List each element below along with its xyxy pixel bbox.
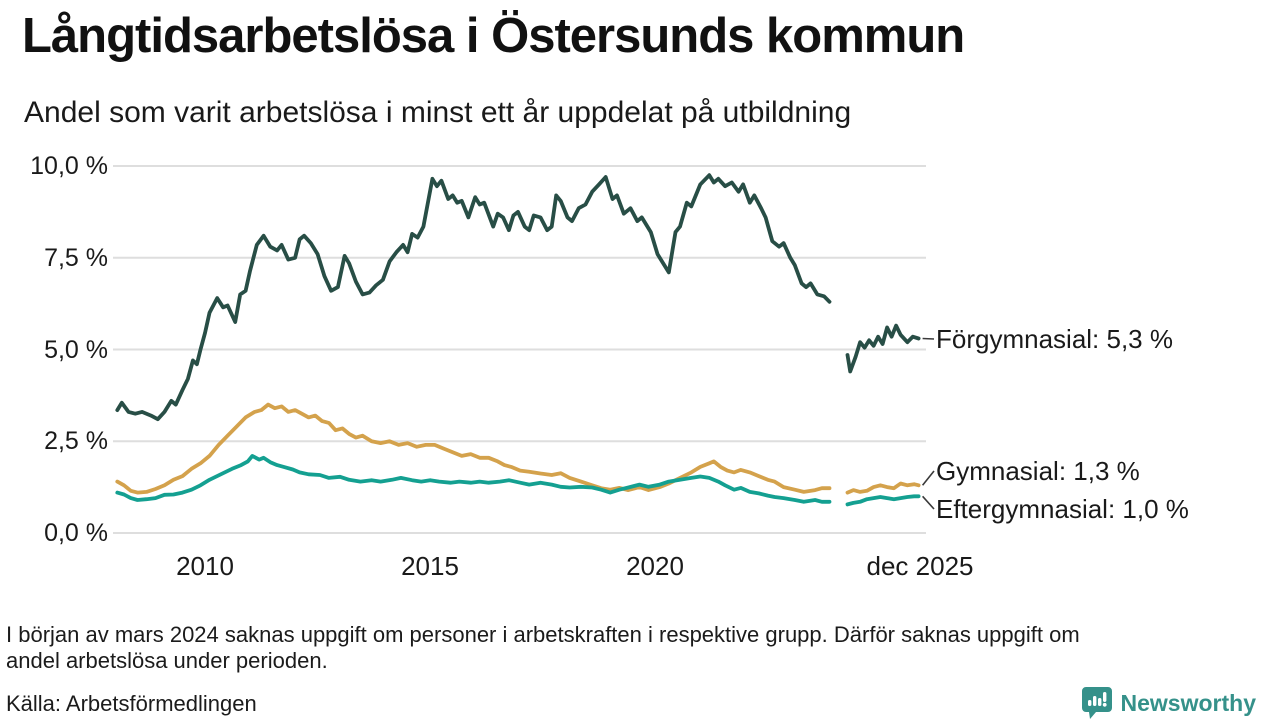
x-axis-tick-2020: 2020: [626, 551, 684, 581]
x-axis-tick-2010: 2010: [176, 551, 234, 581]
speech-bubble-bar-chart-icon: [1081, 687, 1112, 719]
newsworthy-logo-text: Newsworthy: [1120, 689, 1256, 716]
series-label-forgymnasial: Förgymnasial: 5,3 %: [936, 324, 1173, 354]
x-axis-tick-dec-2025: dec 2025: [866, 551, 974, 581]
footnote: I början av mars 2024 saknas uppgift om …: [6, 622, 1266, 674]
footnote-line-1: I början av mars 2024 saknas uppgift om …: [6, 622, 1080, 647]
series-label-gymnasial: Gymnasial: 1,3 %: [936, 456, 1140, 486]
leader-line-förgymnasial: [922, 337, 935, 340]
series-line-eftergymnasial-seg0: [115, 453, 832, 504]
y-axis-tick-5: 5,0 %: [44, 336, 108, 364]
y-axis-tick-2-5: 2,5 %: [44, 427, 108, 455]
line-chart: [113, 165, 935, 534]
series-line-gymnasial-seg1: [845, 481, 921, 495]
y-axis-tick-7-5: 7,5 %: [44, 244, 108, 272]
leader-line-eftergymnasial: [922, 495, 935, 510]
page-title: Långtidsarbetslösa i Östersunds kommun: [22, 9, 965, 63]
source-attribution: Källa: Arbetsförmedlingen: [6, 691, 257, 716]
series-label-eftergymnasial: Eftergymnasial: 1,0 %: [936, 494, 1189, 524]
x-axis-tick-2015: 2015: [401, 551, 459, 581]
series-line-förgymnasial-seg0: [115, 173, 832, 422]
y-axis-tick-0: 0,0 %: [44, 519, 108, 547]
series-line-förgymnasial-seg1: [845, 323, 921, 374]
footnote-line-2: andel arbetslösa under perioden.: [6, 648, 328, 673]
y-axis-tick-10: 10,0 %: [30, 152, 108, 180]
series-line-gymnasial-seg0: [115, 402, 832, 495]
page-subtitle: Andel som varit arbetslösa i minst ett å…: [24, 96, 852, 129]
newsworthy-logo: Newsworthy: [1081, 686, 1256, 720]
series-line-eftergymnasial-seg1: [845, 494, 921, 507]
leader-line-gymnasial: [921, 470, 935, 486]
